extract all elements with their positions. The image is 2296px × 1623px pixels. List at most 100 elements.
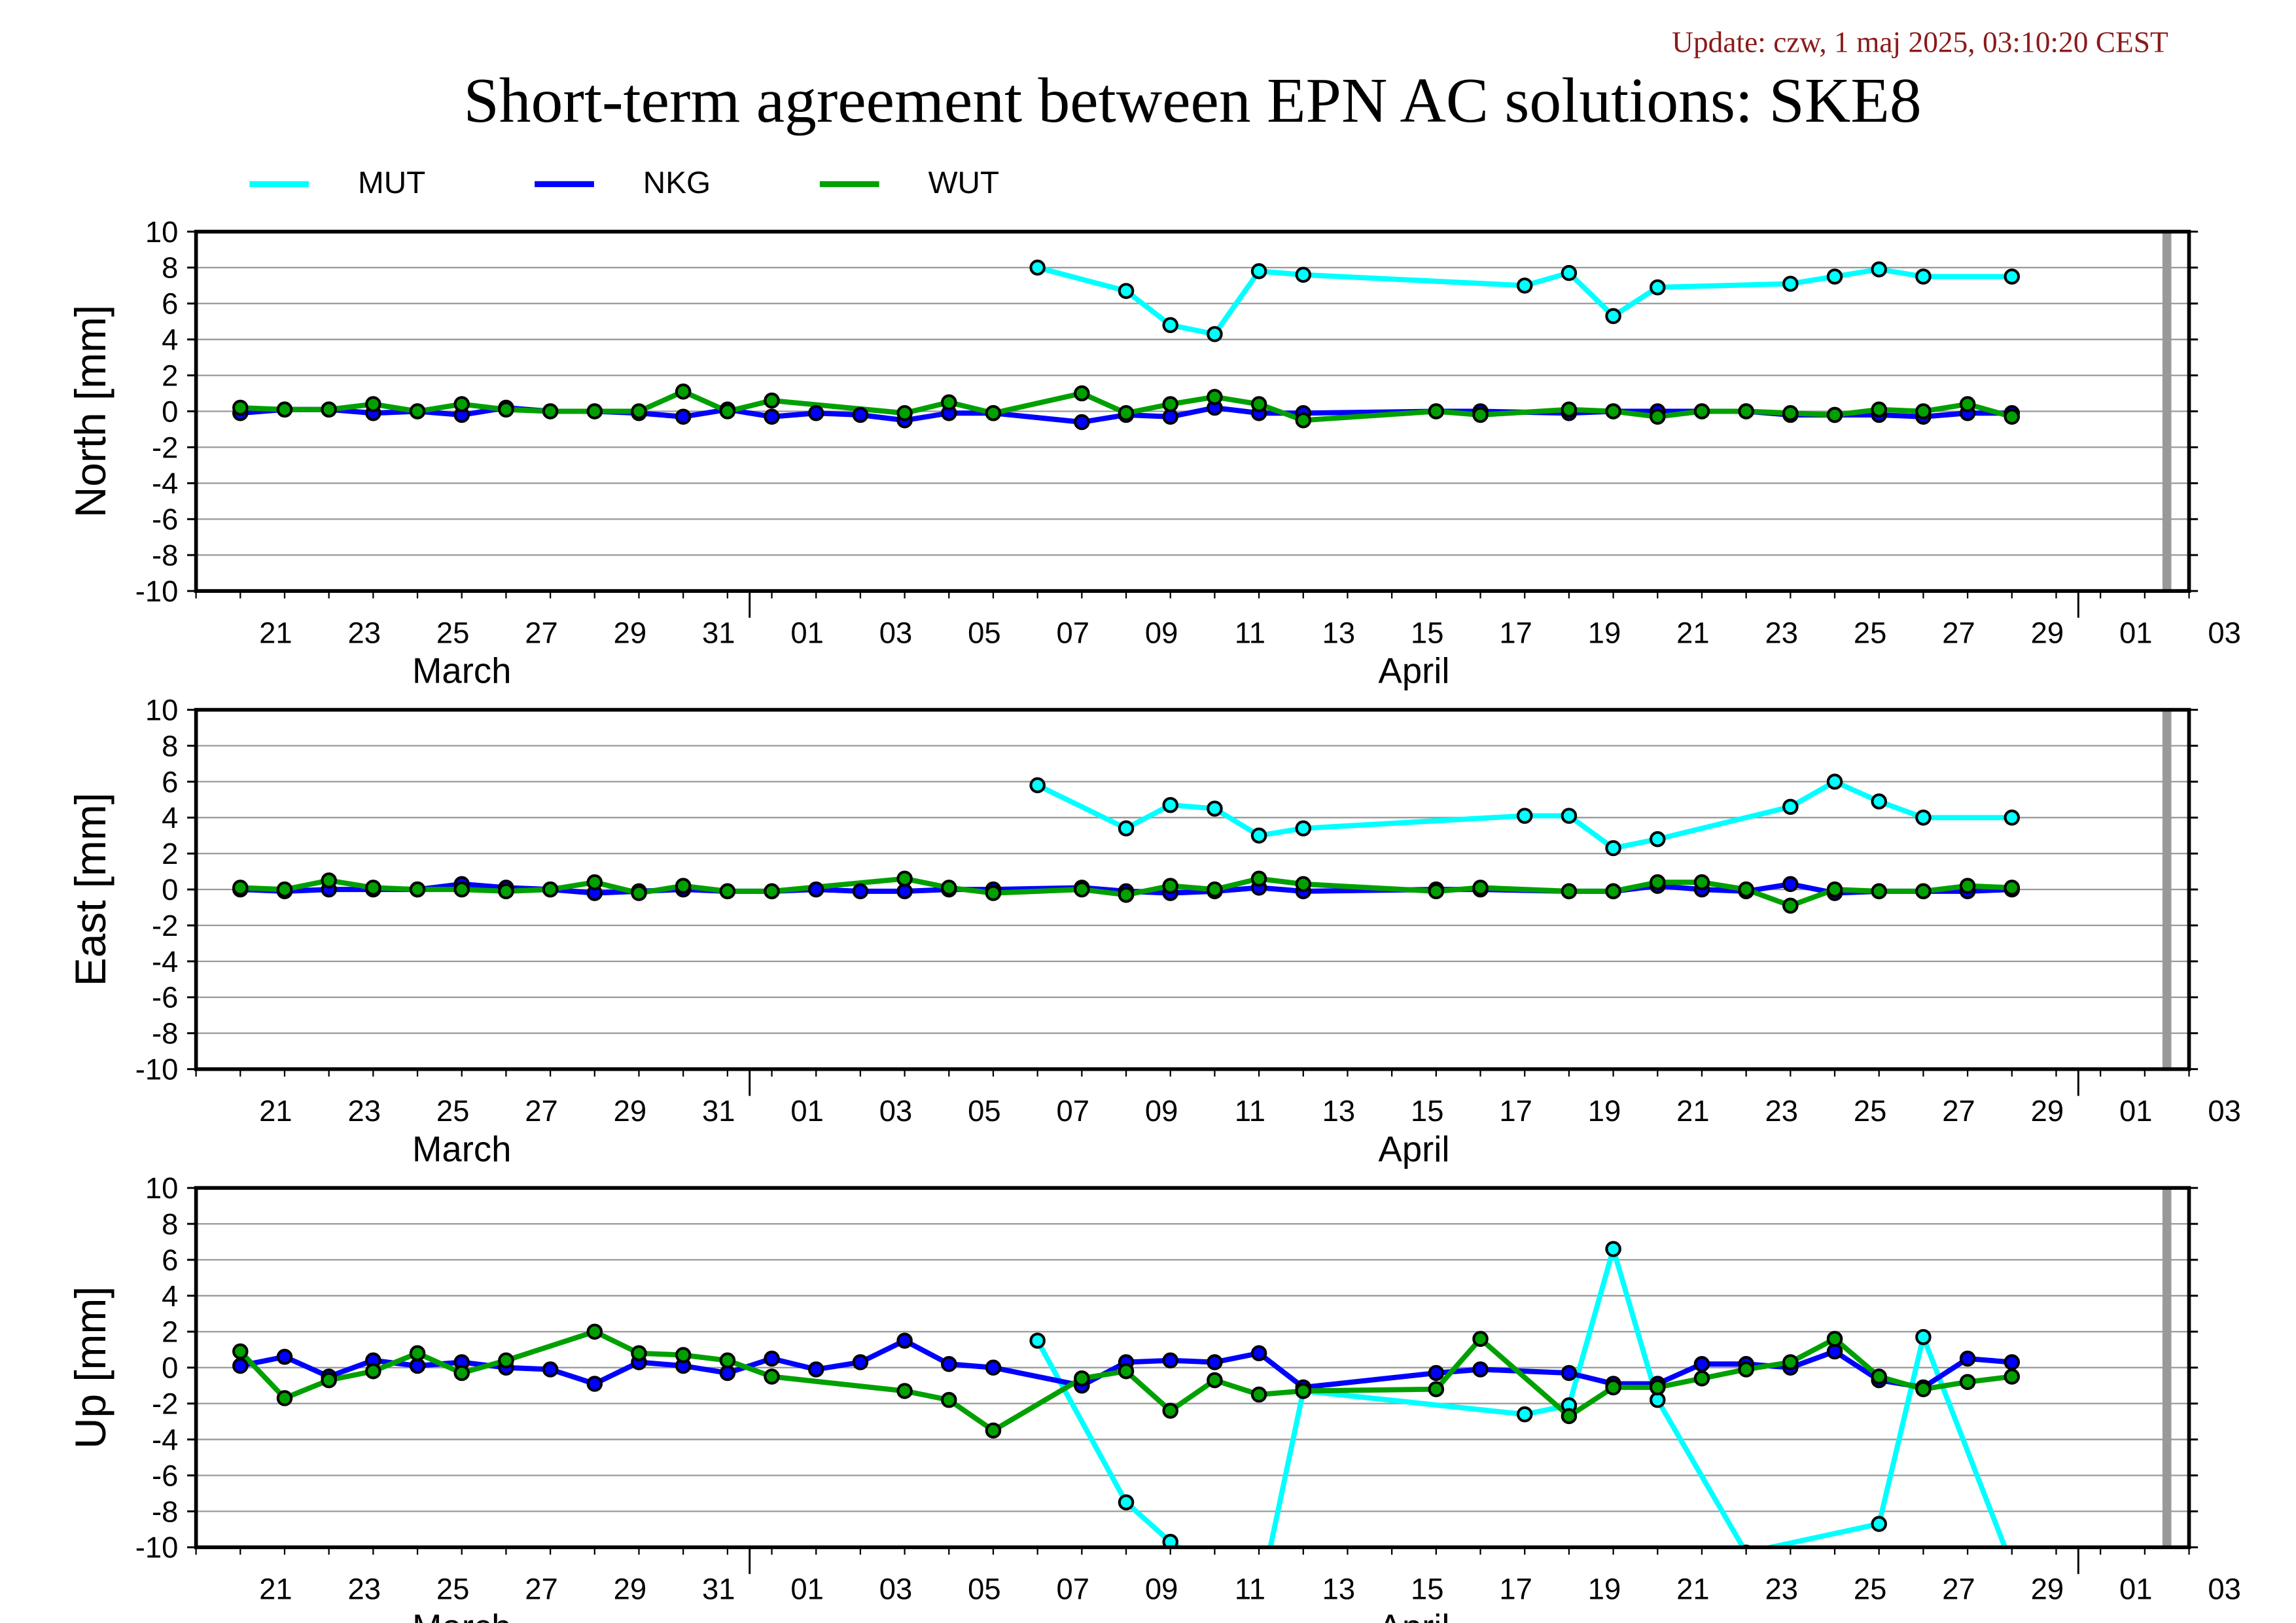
data-point-mut — [1561, 808, 1578, 824]
y-tick-label: 4 — [162, 1279, 178, 1313]
x-tick-label: 03 — [2208, 616, 2240, 649]
data-point-wut — [2004, 1368, 2021, 1385]
data-point-wut — [1472, 880, 1489, 896]
series-line-wut — [238, 1329, 2013, 1433]
data-point-mut — [1915, 810, 1932, 826]
y-tick-label: -10 — [135, 575, 179, 608]
data-point-nkg — [896, 1332, 913, 1349]
data-point-wut — [1428, 1381, 1445, 1397]
data-point-mut — [1295, 820, 1312, 837]
data-point-wut — [1650, 874, 1666, 891]
plot-area — [232, 1241, 2021, 1548]
data-point-wut — [1871, 1368, 1887, 1385]
y-tick-label: 6 — [162, 287, 178, 321]
data-point-mut — [2004, 268, 2021, 285]
plot-area — [232, 774, 2021, 914]
data-point-nkg — [1428, 1364, 1445, 1382]
x-tick-label: 31 — [702, 616, 735, 649]
data-point-mut — [1029, 259, 1046, 276]
data-point-wut — [1871, 401, 1887, 418]
data-point-wut — [409, 1345, 426, 1362]
data-point-wut — [453, 396, 470, 412]
data-point-wut — [1826, 1330, 1843, 1347]
data-point-wut — [985, 885, 1002, 901]
data-point-mut — [1516, 1406, 1533, 1423]
data-point-wut — [1074, 1370, 1090, 1387]
legend-swatch-wut — [819, 181, 879, 187]
data-point-wut — [1295, 1383, 1312, 1399]
data-point-mut — [1295, 266, 1312, 283]
data-point-wut — [631, 1345, 647, 1362]
x-tick-label: 03 — [879, 616, 912, 649]
data-point-wut — [1605, 403, 1621, 419]
data-point-mut — [1118, 1494, 1135, 1510]
data-point-mut — [1250, 263, 1267, 279]
x-tick-label: 15 — [1411, 616, 1443, 649]
data-point-wut — [719, 1352, 736, 1369]
x-tick-label: 07 — [1056, 616, 1089, 649]
data-point-wut — [1738, 403, 1754, 419]
month-label: April — [1379, 1129, 1450, 1169]
data-point-wut — [1738, 881, 1754, 898]
data-point-nkg — [1693, 1356, 1710, 1372]
data-point-nkg — [1782, 876, 1799, 893]
x-tick-label: 23 — [347, 1094, 380, 1128]
data-point-wut — [321, 1372, 337, 1389]
data-point-wut — [542, 881, 559, 898]
data-point-wut — [1207, 881, 1223, 898]
data-point-wut — [1693, 1370, 1710, 1387]
x-tick-label: 01 — [790, 1094, 823, 1128]
x-tick-label: 01 — [790, 1573, 823, 1606]
data-point-mut — [1162, 796, 1178, 813]
y-tick-label: -10 — [135, 1531, 179, 1564]
data-point-nkg — [985, 1359, 1002, 1376]
data-point-wut — [409, 881, 426, 898]
y-tick-label: 8 — [162, 251, 178, 285]
x-tick-label: 25 — [436, 616, 469, 649]
plot-area — [232, 259, 2021, 431]
data-point-wut — [276, 401, 293, 418]
data-point-wut — [719, 403, 736, 419]
data-point-nkg — [852, 1354, 869, 1370]
y-tick-label: -8 — [152, 539, 178, 572]
y-tick-label: 0 — [162, 395, 178, 428]
x-tick-label: 01 — [2119, 1094, 2152, 1128]
x-tick-label: 07 — [1056, 1573, 1089, 1606]
plot-frame — [194, 1186, 2191, 1550]
data-point-wut — [1207, 1372, 1223, 1389]
data-point-nkg — [1162, 1352, 1178, 1369]
y-axis-label: East [mm] — [66, 793, 115, 986]
data-point-mut — [1162, 1533, 1178, 1548]
data-point-wut — [1959, 878, 1976, 894]
data-point-wut — [896, 405, 913, 421]
x-tick-label: 21 — [259, 1094, 292, 1128]
x-tick-label: 03 — [879, 1094, 912, 1128]
y-tick-label: 10 — [145, 215, 178, 249]
x-tick-label: 01 — [2119, 616, 2152, 649]
x-tick-label: 23 — [347, 1573, 380, 1606]
data-point-wut — [1782, 1354, 1799, 1370]
x-tick-label: 31 — [702, 1573, 735, 1606]
data-point-wut — [232, 399, 249, 416]
data-point-wut — [586, 1323, 603, 1340]
x-tick-label: 21 — [259, 616, 292, 649]
x-tick-label: 21 — [1676, 1573, 1709, 1606]
legend-label-mut: MUT — [357, 166, 426, 201]
x-tick-label: 05 — [968, 1094, 1000, 1128]
data-point-wut — [1118, 1363, 1135, 1380]
y-tick-label: -8 — [152, 1495, 178, 1528]
data-point-wut — [1959, 1374, 1976, 1390]
data-point-wut — [1915, 403, 1932, 419]
data-point-wut — [1693, 874, 1710, 891]
data-point-wut — [2004, 880, 2021, 896]
y-tick-label: -10 — [135, 1053, 179, 1086]
data-point-mut — [1915, 268, 1932, 285]
y-axis-label: Up [mm] — [66, 1286, 115, 1449]
data-point-wut — [1162, 396, 1178, 412]
data-point-wut — [1561, 883, 1578, 900]
data-point-mut — [1561, 264, 1578, 281]
data-point-wut — [675, 1347, 692, 1363]
data-point-wut — [941, 1391, 957, 1408]
